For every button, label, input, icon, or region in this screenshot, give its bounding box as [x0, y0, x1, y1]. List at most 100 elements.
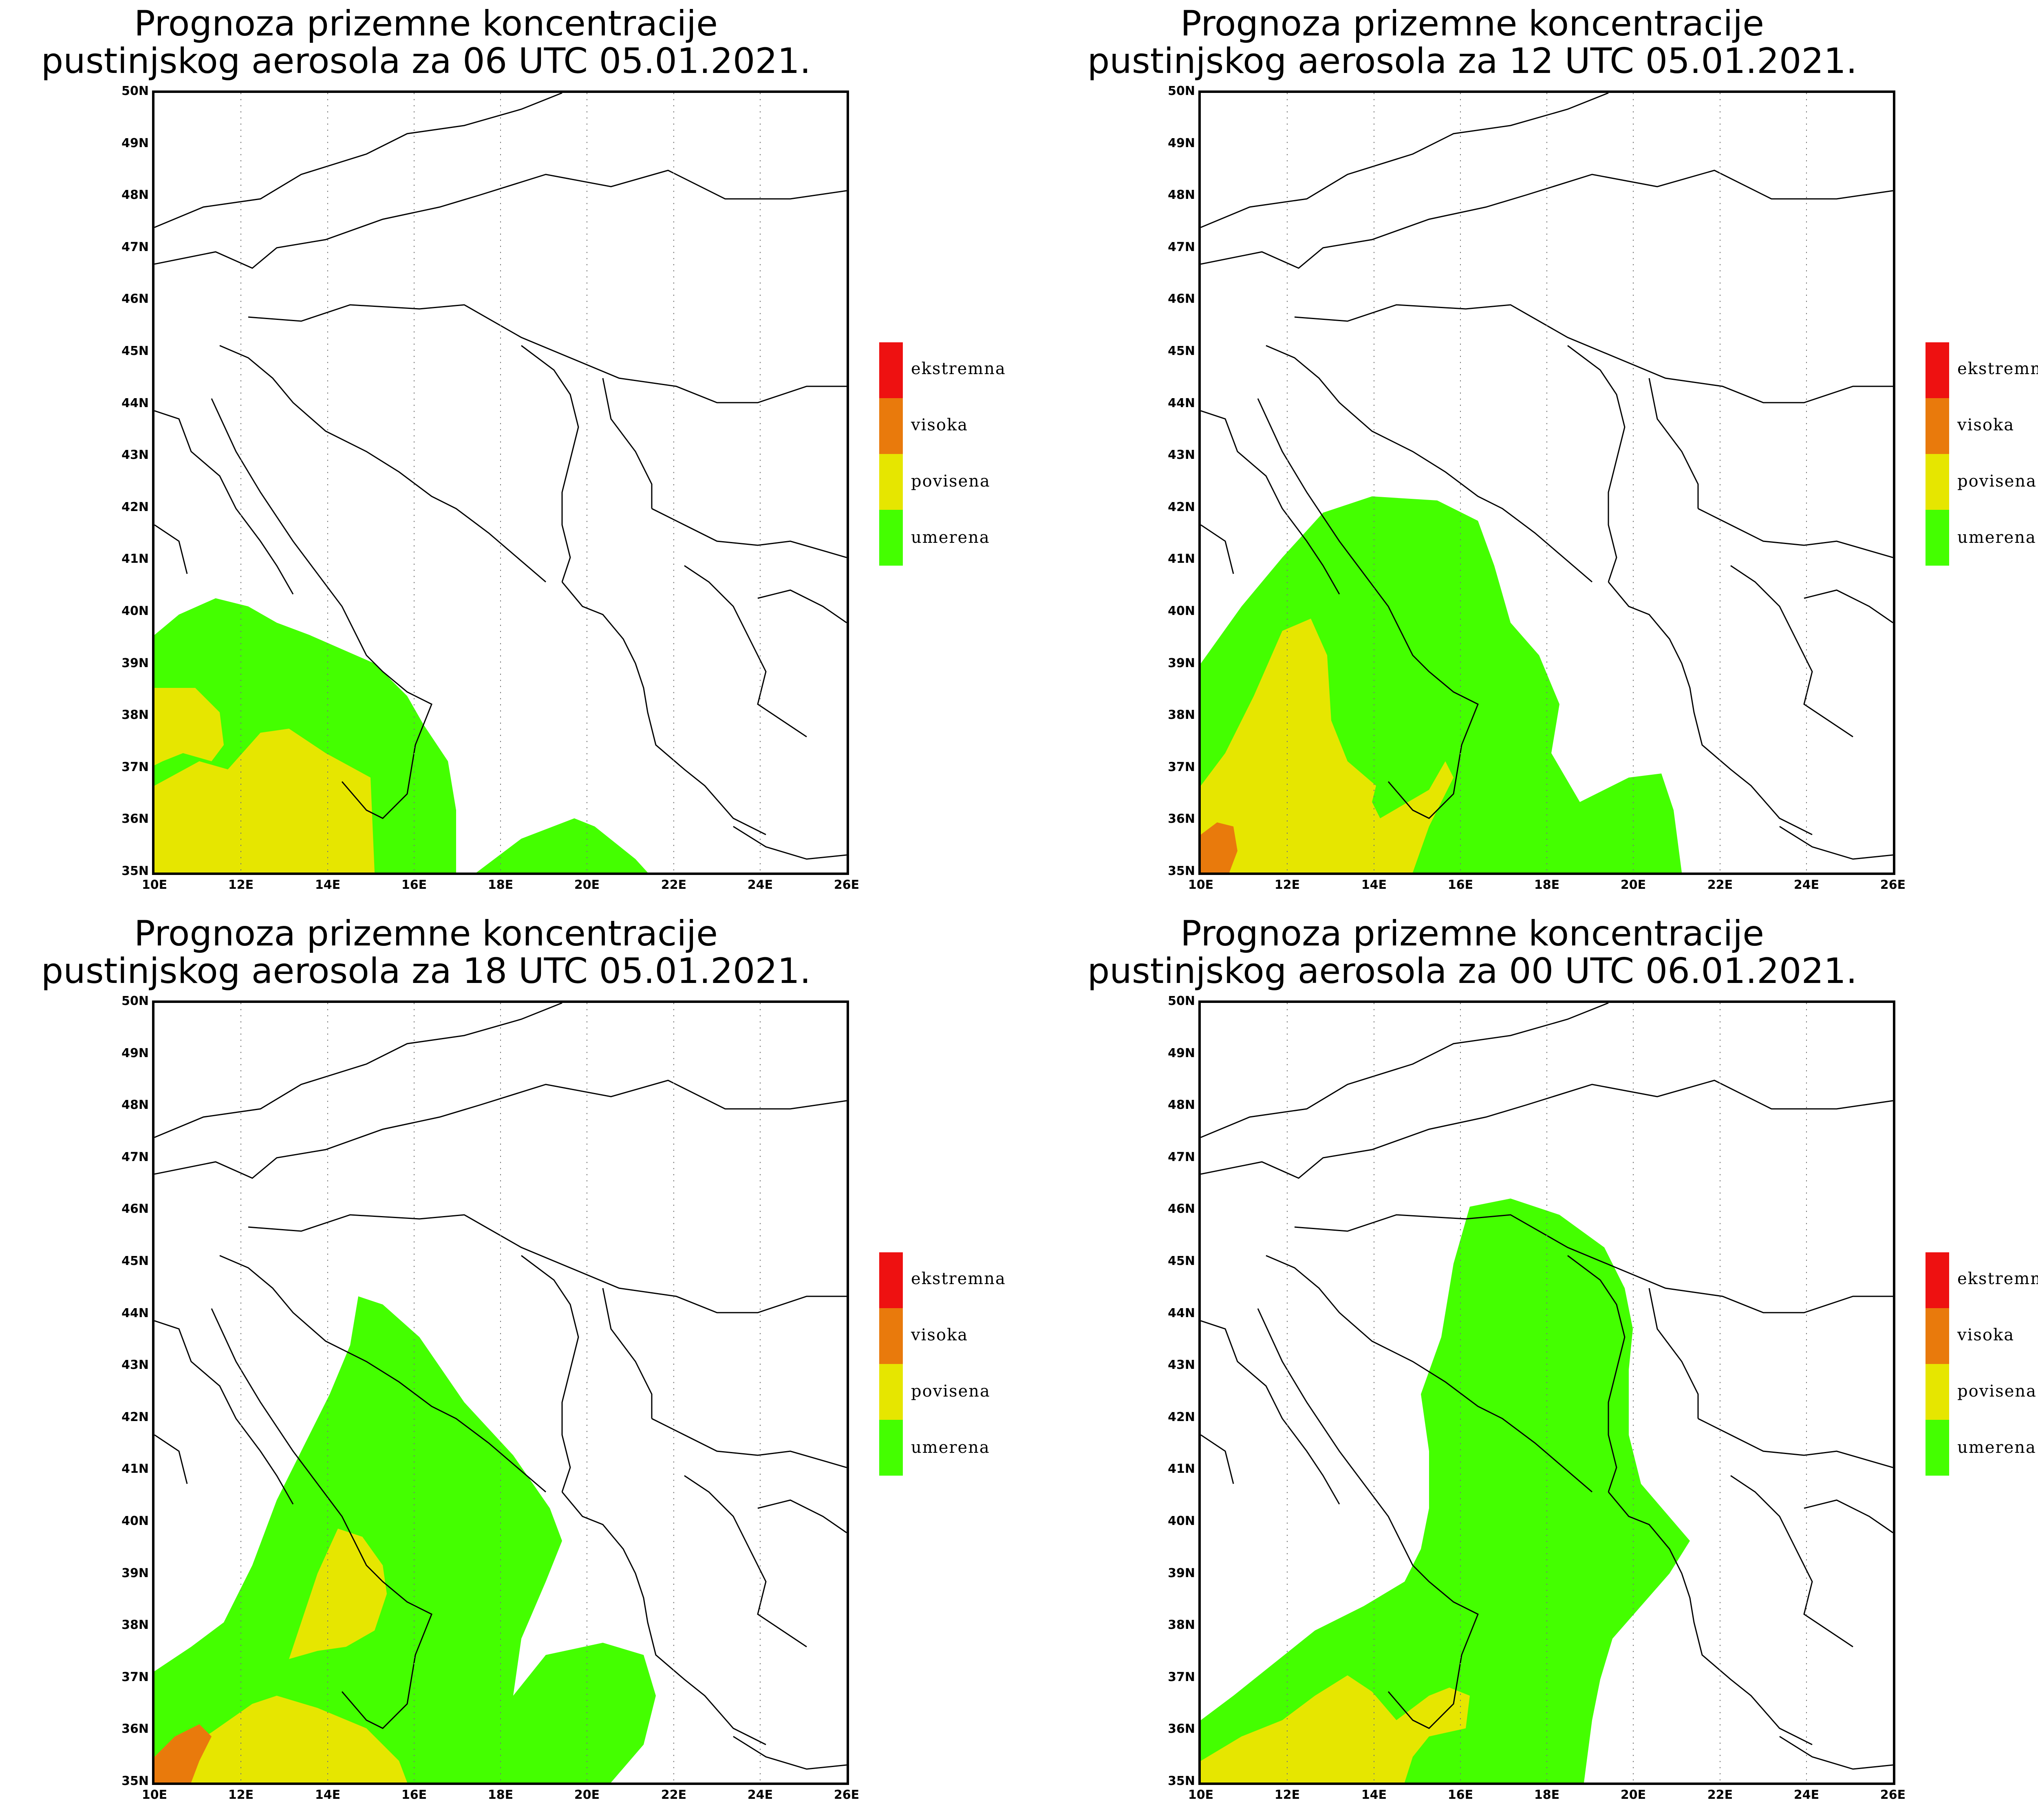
lat-tick: 38N	[1168, 708, 1195, 722]
lat-tick: 41N	[1168, 1462, 1195, 1476]
legend-label: umerena	[911, 528, 990, 547]
lon-tick: 10E	[1188, 878, 1214, 892]
country-borders	[154, 1003, 847, 1770]
lat-tick: 36N	[1168, 1722, 1195, 1736]
lat-tick: 47N	[1168, 1150, 1195, 1164]
lon-tick: 14E	[1361, 1788, 1387, 1802]
forecast-panel-00utc: Prognoza prizemne koncentracije pustinjs…	[1046, 910, 2038, 1820]
lat-tick: 38N	[1168, 1618, 1195, 1632]
lon-tick: 20E	[574, 878, 600, 892]
lat-tick: 49N	[121, 1046, 149, 1060]
panel-subtitle: pustinjskog aerosola za 12 UTC 05.01.202…	[1087, 41, 1857, 82]
lat-tick: 37N	[121, 760, 149, 774]
lat-tick: 49N	[1168, 136, 1195, 150]
lon-tick: 12E	[1274, 1788, 1300, 1802]
lon-tick: 14E	[1361, 878, 1387, 892]
lat-tick: 49N	[1168, 1046, 1195, 1060]
lat-tick: 42N	[121, 1410, 149, 1424]
legend-swatch-visoka	[1926, 1308, 1949, 1364]
panel-title: Prognoza prizemne koncentracije	[134, 3, 718, 44]
lat-tick: 38N	[121, 708, 149, 722]
lon-tick: 26E	[834, 1788, 860, 1802]
concentration-legend: ekstremna visoka povisena umerena	[879, 1252, 1005, 1476]
panel-subtitle: pustinjskog aerosola za 00 UTC 06.01.202…	[1087, 951, 1857, 992]
legend-label: ekstremna	[911, 359, 1006, 378]
lon-tick: 26E	[834, 878, 860, 892]
legend-swatch-umerena	[879, 1420, 903, 1476]
lat-tick: 45N	[121, 1254, 149, 1268]
lon-tick: 22E	[1707, 1788, 1733, 1802]
legend-label: umerena	[1957, 528, 2036, 547]
lon-tick: 10E	[1188, 1788, 1214, 1802]
lat-tick: 37N	[1168, 760, 1195, 774]
lon-tick: 22E	[1707, 878, 1733, 892]
lat-tick: 44N	[1168, 396, 1195, 410]
lon-tick: 20E	[1620, 1788, 1646, 1802]
lat-tick: 41N	[121, 552, 149, 566]
legend-label: umerena	[1957, 1438, 2036, 1457]
panel-title: Prognoza prizemne koncentracije	[1180, 3, 1765, 44]
legend-swatch-ekstremna	[1926, 342, 1949, 398]
lat-tick: 46N	[121, 1202, 149, 1216]
legend-swatch-umerena	[879, 510, 903, 566]
forecast-panel-12utc: Prognoza prizemne koncentracije pustinjs…	[1046, 0, 2038, 910]
legend-label: ekstremna	[1957, 1269, 2038, 1288]
aerosol-map	[1198, 1000, 1895, 1785]
lat-tick: 35N	[121, 1774, 149, 1788]
lon-tick: 18E	[487, 1788, 514, 1802]
lat-tick: 43N	[121, 1358, 149, 1372]
lat-tick: 37N	[121, 1670, 149, 1684]
lat-tick: 41N	[1168, 552, 1195, 566]
lon-tick: 14E	[315, 878, 341, 892]
legend-label: povisena	[911, 1382, 990, 1401]
lon-tick: 24E	[747, 1788, 773, 1802]
country-borders	[1201, 1003, 1893, 1770]
dust-contours	[1201, 1199, 1690, 1783]
lon-tick: 22E	[661, 878, 687, 892]
lon-tick: 16E	[1447, 1788, 1473, 1802]
lat-tick: 50N	[1168, 84, 1195, 98]
panel-title: Prognoza prizemne koncentracije	[134, 913, 718, 954]
lon-tick: 18E	[1534, 878, 1560, 892]
lat-tick: 43N	[1168, 448, 1195, 462]
lat-tick: 48N	[121, 1098, 149, 1112]
lat-tick: 49N	[121, 136, 149, 150]
lon-tick: 18E	[1534, 1788, 1560, 1802]
lat-tick: 42N	[121, 500, 149, 514]
legend-label: umerena	[911, 1438, 990, 1457]
lat-tick: 48N	[1168, 188, 1195, 202]
lon-tick: 10E	[141, 878, 168, 892]
lon-tick: 16E	[1447, 878, 1473, 892]
legend-label: ekstremna	[911, 1269, 1006, 1288]
legend-swatch-povisena	[879, 454, 903, 510]
legend-swatch-ekstremna	[879, 342, 903, 398]
lat-tick: 40N	[121, 604, 149, 618]
lat-tick: 42N	[1168, 500, 1195, 514]
legend-swatch-ekstremna	[879, 1252, 903, 1308]
legend-label: povisena	[911, 472, 990, 491]
lon-tick: 26E	[1880, 878, 1906, 892]
lon-tick: 24E	[747, 878, 773, 892]
lon-tick: 20E	[574, 1788, 600, 1802]
legend-swatch-povisena	[1926, 1364, 1949, 1420]
legend-swatch-visoka	[1926, 398, 1949, 454]
lon-tick: 18E	[487, 878, 514, 892]
lat-tick: 39N	[121, 1566, 149, 1580]
legend-label: visoka	[911, 1326, 968, 1344]
lat-tick: 45N	[1168, 344, 1195, 358]
lat-tick: 41N	[121, 1462, 149, 1476]
lat-tick: 40N	[1168, 604, 1195, 618]
lat-tick: 50N	[1168, 994, 1195, 1008]
forecast-panel-18utc: Prognoza prizemne koncentracije pustinjs…	[0, 910, 1046, 1820]
lat-tick: 35N	[1168, 864, 1195, 878]
lat-tick: 46N	[1168, 1202, 1195, 1216]
aerosol-map	[152, 90, 849, 875]
lat-tick: 35N	[1168, 1774, 1195, 1788]
lat-tick: 47N	[121, 240, 149, 254]
panel-subtitle: pustinjskog aerosola za 18 UTC 05.01.202…	[41, 951, 811, 992]
dust-contours	[1201, 496, 1682, 873]
legend-label: visoka	[1957, 1326, 2015, 1344]
legend-label: ekstremna	[1957, 359, 2038, 378]
lat-tick: 43N	[121, 448, 149, 462]
lat-tick: 37N	[1168, 1670, 1195, 1684]
